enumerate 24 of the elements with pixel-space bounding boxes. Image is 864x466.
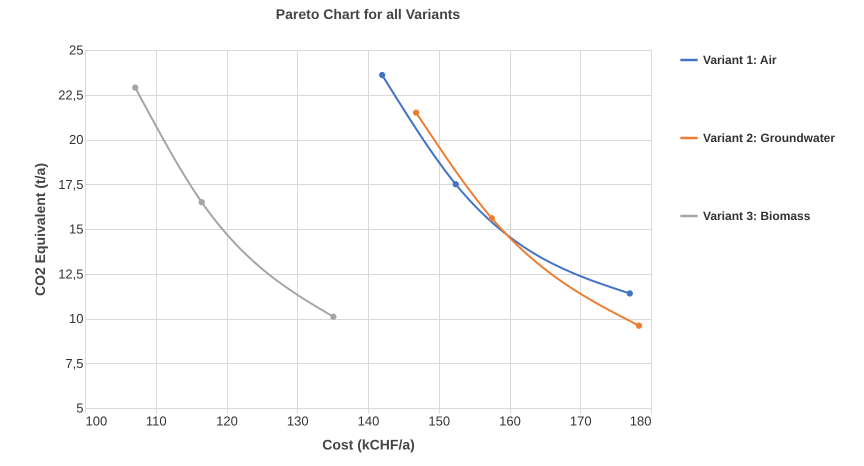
y-tick-label: 5 (76, 400, 84, 416)
y-tick-label: 22,5 (58, 87, 84, 102)
y-tick-label: 17,5 (58, 176, 84, 192)
x-tick-label: 180 (630, 414, 652, 428)
x-tick-label: 170 (570, 414, 592, 428)
y-tick-label: 25 (69, 42, 84, 58)
legend-label: Variant 1: Air (703, 53, 777, 67)
y-tick-label: 12,5 (58, 266, 84, 282)
x-tick-label: 160 (499, 414, 521, 428)
legend-label: Variant 3: Biomass (703, 209, 811, 223)
x-tick-label: 130 (286, 414, 309, 428)
y-tick-label: 20 (69, 132, 84, 147)
y-tick-label: 10 (69, 311, 84, 326)
y-tick-label: 15 (69, 222, 84, 236)
x-tick-label: 140 (358, 414, 380, 428)
chart-title: Pareto Chart for all Variants (276, 6, 460, 22)
legend-label: Variant 2: Groundwater (703, 131, 836, 145)
x-tick-label: 110 (146, 414, 167, 428)
y-tick-label: 7,5 (65, 356, 84, 371)
y-axis-title: CO2 Equivalent (t/a) (32, 162, 48, 296)
x-axis-title: Cost (kCHF/a) (322, 436, 415, 452)
x-tick-label: 120 (216, 414, 238, 428)
x-tick-label: 150 (428, 414, 450, 428)
x-tick-label: 100 (86, 414, 108, 428)
